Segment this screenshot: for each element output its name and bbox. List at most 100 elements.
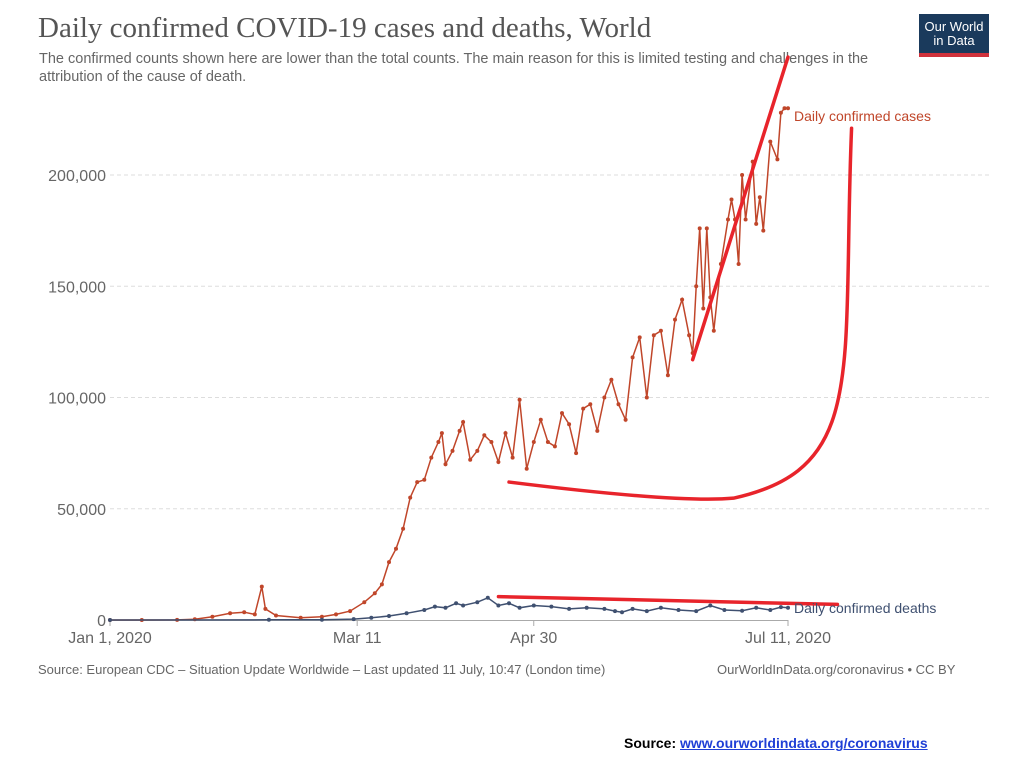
data-point — [786, 106, 790, 111]
data-point — [319, 614, 324, 619]
x-tick-label: Mar 11 — [333, 630, 382, 647]
page-source-link[interactable]: www.ourworldindata.org/coronavirus — [680, 735, 928, 751]
data-point — [489, 440, 494, 444]
data-point — [743, 217, 748, 222]
data-point — [443, 605, 448, 610]
data-point — [581, 406, 586, 411]
data-point — [259, 584, 264, 589]
data-point — [697, 226, 702, 231]
data-point — [644, 395, 649, 400]
series-label-1: Daily confirmed deaths — [794, 600, 936, 616]
data-point — [754, 605, 759, 610]
series-label-0: Daily confirmed cases — [794, 108, 931, 124]
data-point — [319, 617, 324, 622]
data-point — [613, 609, 617, 614]
data-point — [503, 431, 508, 436]
data-point — [274, 613, 278, 618]
data-point — [694, 284, 699, 289]
annotation-stroke — [690, 55, 790, 362]
data-point — [567, 606, 572, 611]
y-tick-label: 0 — [97, 613, 106, 630]
data-point — [549, 604, 554, 609]
data-point — [422, 608, 427, 612]
data-point — [623, 417, 628, 422]
data-point — [680, 297, 685, 302]
data-point — [507, 601, 511, 606]
data-point — [602, 395, 607, 400]
data-point — [560, 411, 564, 416]
data-point — [722, 608, 727, 612]
data-point — [609, 377, 614, 382]
data-point — [450, 448, 455, 453]
data-point — [510, 455, 515, 460]
annotation-layer — [496, 55, 854, 607]
our-world-in-data-logo[interactable]: Our World in Data — [919, 14, 989, 57]
data-point — [545, 440, 550, 444]
data-point — [768, 608, 773, 612]
data-point — [524, 466, 529, 471]
data-point — [457, 428, 462, 433]
data-point — [726, 217, 730, 222]
data-point — [443, 462, 448, 467]
footer-license[interactable]: OurWorldInData.org/coronavirus • CC BY — [717, 662, 956, 677]
data-point — [630, 606, 635, 611]
data-point — [468, 457, 473, 462]
data-point — [676, 608, 681, 612]
data-point — [387, 614, 391, 618]
data-point — [482, 433, 487, 438]
data-point — [757, 195, 762, 200]
y-tick-label: 200,000 — [48, 168, 106, 185]
data-point — [740, 608, 745, 613]
data-point — [263, 606, 268, 611]
chart-subtitle: The confirmed counts shown here are lowe… — [39, 51, 869, 85]
data-point — [602, 606, 607, 611]
data-point — [588, 402, 593, 407]
data-point — [567, 422, 572, 427]
page-source: Source: www.ourworldindata.org/coronavir… — [624, 735, 928, 751]
data-point — [637, 335, 642, 340]
data-point — [701, 306, 706, 311]
x-axis-ticks: Jan 1, 2020 Mar 11 Apr 30 Jul 11, 2020 — [68, 620, 831, 647]
y-tick-label: 100,000 — [48, 391, 106, 408]
data-point — [108, 618, 112, 622]
data-point — [673, 317, 677, 322]
page-source-label: Source: — [624, 735, 677, 751]
y-tick-label: 50,000 — [57, 502, 106, 519]
data-point — [422, 477, 427, 482]
data-point — [415, 480, 420, 485]
data-point — [687, 333, 692, 338]
data-point — [630, 355, 635, 360]
data-point — [694, 609, 699, 614]
data-point — [401, 526, 406, 531]
data-point — [768, 139, 773, 144]
data-point — [574, 451, 579, 456]
data-point — [436, 440, 441, 444]
data-point — [708, 603, 713, 608]
data-point — [432, 604, 437, 609]
data-point — [485, 595, 490, 600]
annotation-stroke — [496, 594, 840, 607]
data-point — [266, 617, 271, 622]
logo-line-1: Our World — [924, 19, 984, 34]
data-point — [754, 221, 759, 226]
data-point — [778, 605, 783, 610]
data-point — [475, 448, 480, 453]
data-point — [351, 617, 356, 622]
data-point — [210, 614, 215, 619]
data-point — [584, 605, 589, 610]
data-point — [658, 605, 663, 610]
x-tick-label: Jul 11, 2020 — [745, 630, 831, 647]
data-point — [372, 591, 377, 596]
data-point — [778, 110, 783, 115]
data-point — [454, 601, 459, 606]
data-point — [408, 495, 413, 500]
data-point — [387, 560, 391, 565]
data-point — [369, 615, 374, 620]
data-point — [379, 582, 384, 587]
data-point — [517, 605, 522, 610]
data-point — [517, 397, 522, 402]
data-point — [496, 460, 501, 464]
chart-title: Daily confirmed COVID-19 cases and death… — [38, 12, 652, 44]
data-point — [252, 612, 257, 617]
